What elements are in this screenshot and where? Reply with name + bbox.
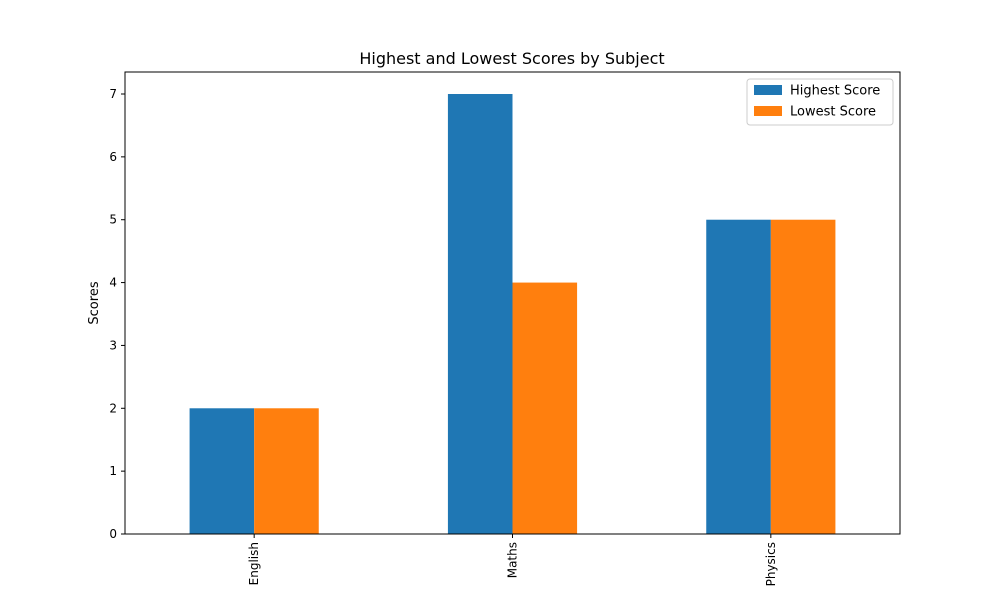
legend: Highest Score Lowest Score [746, 78, 894, 126]
y-axis-label: Scores [87, 281, 102, 324]
y-tick-label: 5 [109, 213, 117, 227]
legend-frame [746, 78, 894, 126]
legend-label-highest-score: Highest Score [790, 84, 880, 99]
y-tick-label: 3 [109, 338, 117, 352]
legend-swatch-highest-score [754, 85, 782, 95]
bar-lowest-score-maths [512, 282, 578, 534]
y-tick-label: 1 [109, 464, 117, 478]
chart-title: Highest and Lowest Scores by Subject [359, 49, 664, 68]
plot-area [189, 94, 836, 534]
y-tick-label: 7 [109, 87, 117, 101]
x-tick-label: Maths [506, 542, 520, 578]
bar-lowest-score-english [254, 408, 319, 534]
y-tick-label: 0 [109, 527, 117, 541]
bar-highest-score-physics [706, 219, 771, 534]
bar-highest-score-maths [447, 94, 513, 534]
bar-highest-score-english [189, 408, 255, 534]
y-tick-label: 6 [109, 150, 117, 164]
x-tick-label: Physics [764, 542, 778, 586]
x-tick-label: English [247, 542, 261, 585]
legend-swatch-lowest-score [754, 106, 782, 116]
y-tick-label: 4 [109, 276, 117, 290]
legend-label-lowest-score: Lowest Score [790, 105, 876, 120]
bar-lowest-score-physics [770, 219, 836, 534]
y-tick-label: 2 [109, 401, 117, 415]
axes: 0 1 2 3 4 5 6 7 English Maths Physics [109, 71, 901, 586]
